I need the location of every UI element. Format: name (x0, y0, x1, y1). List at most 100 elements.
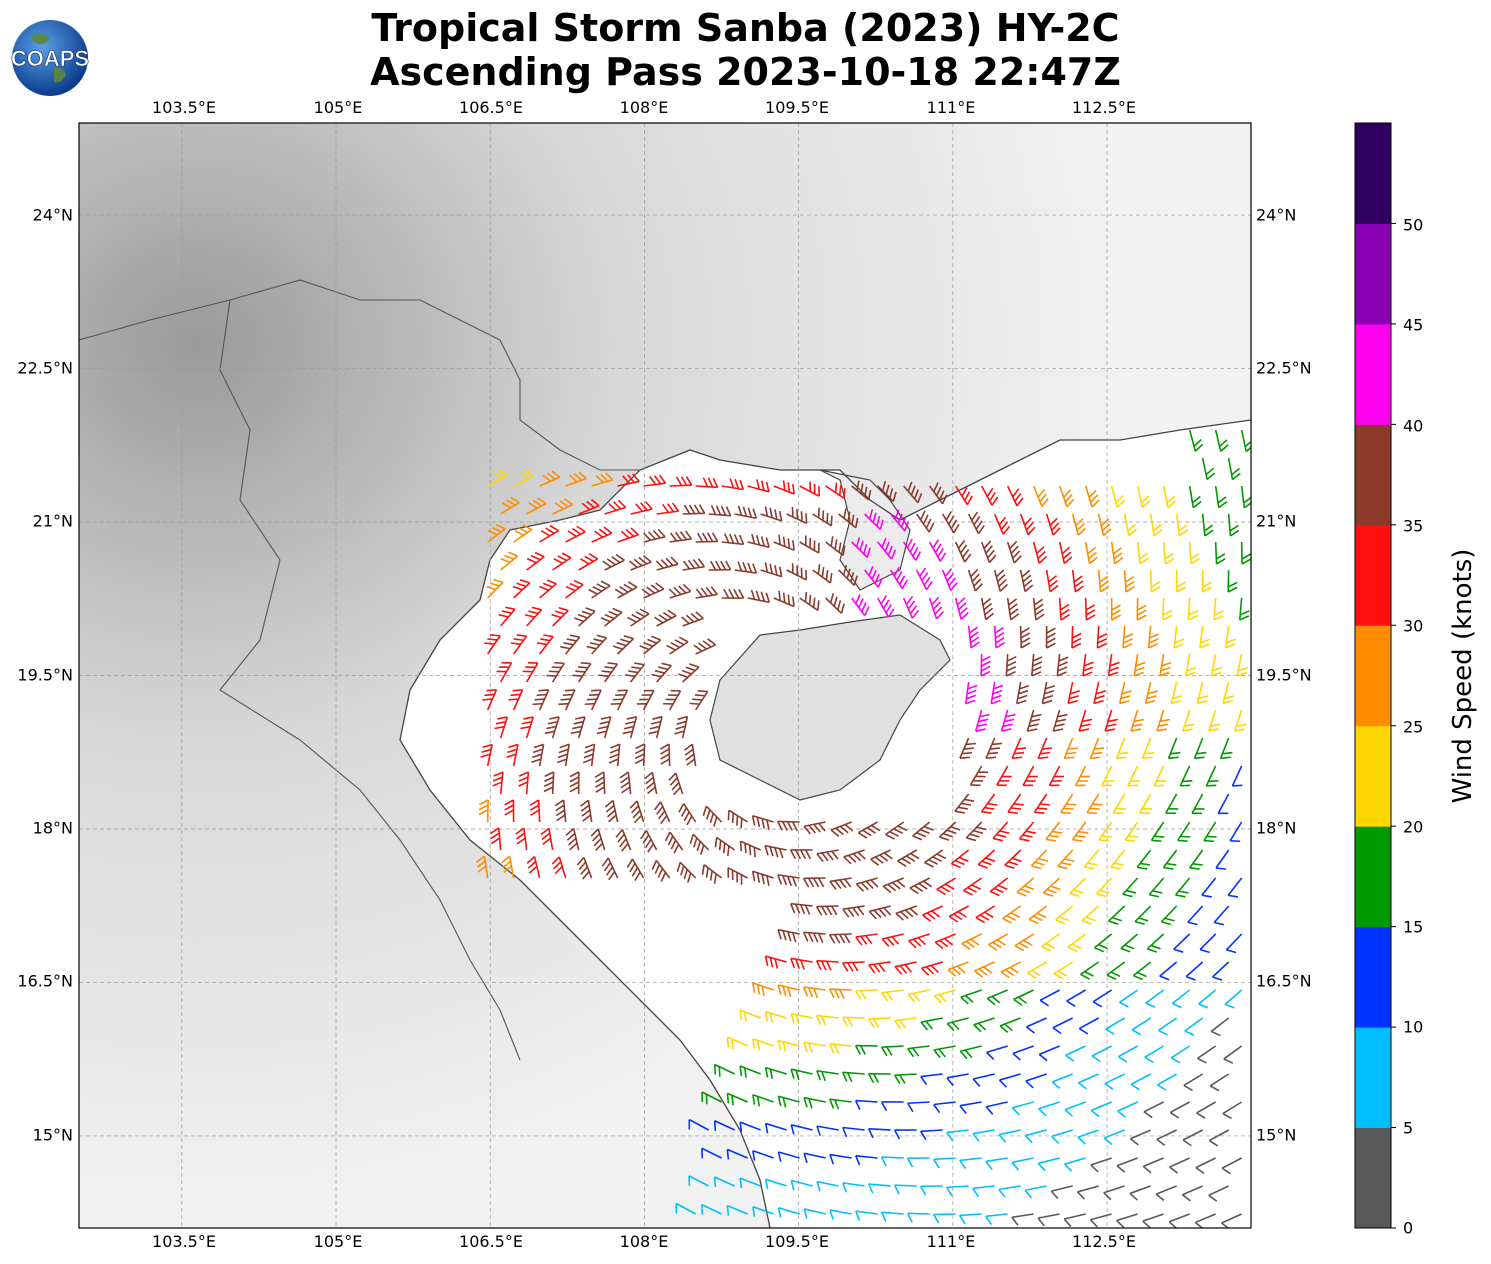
wind-barb (954, 793, 975, 814)
colorbar-segment (1355, 223, 1391, 325)
wind-barb (1071, 569, 1084, 593)
wind-barb (816, 849, 839, 863)
wind-barb (802, 931, 826, 943)
wind-barb (1181, 1185, 1203, 1202)
wind-barb (841, 1016, 865, 1027)
wind-barb (790, 1068, 813, 1081)
wind-barb (682, 504, 706, 515)
wind-barb (1236, 653, 1249, 677)
wind-barb (739, 1009, 761, 1022)
land-leizhou (819, 469, 911, 591)
wind-barb (1198, 989, 1217, 1009)
wind-barb (909, 877, 933, 895)
wind-barb (676, 861, 697, 883)
wind-barb (790, 902, 813, 915)
wind-barb (907, 989, 930, 1003)
wind-barb (1004, 849, 1022, 870)
wind-barb (1098, 821, 1113, 842)
wind-barb (1006, 485, 1024, 507)
wind-barb (803, 1208, 826, 1219)
wind-barb (880, 1045, 904, 1057)
wind-barb (1159, 653, 1172, 677)
wind-barb (1169, 1101, 1191, 1119)
wind-barb (908, 933, 930, 949)
wind-barb (1189, 849, 1204, 870)
wind-barb (752, 1038, 774, 1051)
wind-barb (777, 1039, 800, 1052)
wind-barb (594, 771, 606, 795)
wind-barb (1175, 513, 1189, 537)
wind-barb (1067, 681, 1081, 705)
wind-barb (959, 1045, 982, 1060)
wind-barb (643, 474, 667, 487)
wind-barb (867, 1128, 891, 1139)
wind-barb (1227, 569, 1238, 593)
wind-barb (764, 1122, 787, 1134)
wind-barb (1091, 1045, 1113, 1063)
wind-barb (1071, 821, 1089, 842)
wind-barb (714, 836, 736, 857)
wind-barb (675, 1202, 697, 1215)
wind-barb (1123, 513, 1137, 537)
wind-barb (1110, 849, 1126, 870)
wind-barb (1124, 821, 1139, 842)
wind-barb (1063, 1157, 1086, 1172)
wind-barb (777, 928, 800, 943)
colorbar-tick: 5 (1403, 1118, 1414, 1138)
wind-barb (838, 508, 859, 529)
wind-barb (1018, 821, 1036, 842)
wind-barb (630, 501, 653, 515)
wind-barb (480, 743, 494, 767)
colorbar-segment (1355, 524, 1391, 626)
wind-barb (508, 689, 524, 711)
wind-barb (689, 689, 709, 711)
wind-barb (532, 689, 550, 711)
wind-barb (1222, 1101, 1243, 1120)
colorbar-segment (1355, 323, 1391, 425)
wind-barb (1240, 429, 1251, 453)
wind-barb (1031, 653, 1043, 677)
wind-barb (1067, 933, 1087, 953)
wind-barb (1086, 793, 1103, 815)
lat-tick-right: 16.5°N (1256, 971, 1312, 991)
wind-barb (478, 799, 489, 823)
wind-barb (1045, 513, 1061, 536)
wind-barb (565, 579, 584, 599)
wind-barb (713, 1120, 735, 1131)
wind-barb (972, 1073, 995, 1087)
wind-barb (565, 525, 586, 543)
wind-barb (975, 905, 996, 924)
wind-barb (1187, 597, 1199, 621)
wind-barb (1104, 1073, 1125, 1091)
wind-barb (1143, 1101, 1164, 1119)
wind-barb (777, 874, 800, 887)
wind-barb (695, 477, 719, 489)
wind-barb (557, 743, 570, 767)
wind-barb (529, 799, 541, 823)
wind-barb (933, 1045, 956, 1059)
wind-barb (1078, 1017, 1100, 1035)
wind-barb (752, 982, 774, 997)
wind-barb (980, 540, 997, 564)
wind-barb (881, 989, 904, 1002)
logo-text: COAPS (11, 46, 89, 71)
wind-barb (973, 1017, 995, 1033)
wind-barb (654, 609, 677, 627)
wind-barb (1224, 989, 1243, 1009)
colorbar-segment (1355, 424, 1391, 526)
wind-barb (544, 716, 560, 739)
wind-barb (828, 988, 852, 999)
wind-barb (802, 877, 826, 888)
wind-barb (864, 565, 883, 588)
wind-barb (1032, 597, 1045, 621)
wind-barb (1096, 625, 1108, 649)
wind-barb (773, 480, 795, 495)
wind-barb (857, 821, 881, 839)
wind-barb (1156, 1129, 1177, 1146)
wind-barb (1208, 1185, 1229, 1202)
wind-barb (777, 1207, 800, 1218)
wind-barb (1014, 933, 1035, 952)
wind-barb (828, 933, 852, 944)
wind-barb (980, 793, 998, 814)
wind-barb (1078, 709, 1093, 732)
